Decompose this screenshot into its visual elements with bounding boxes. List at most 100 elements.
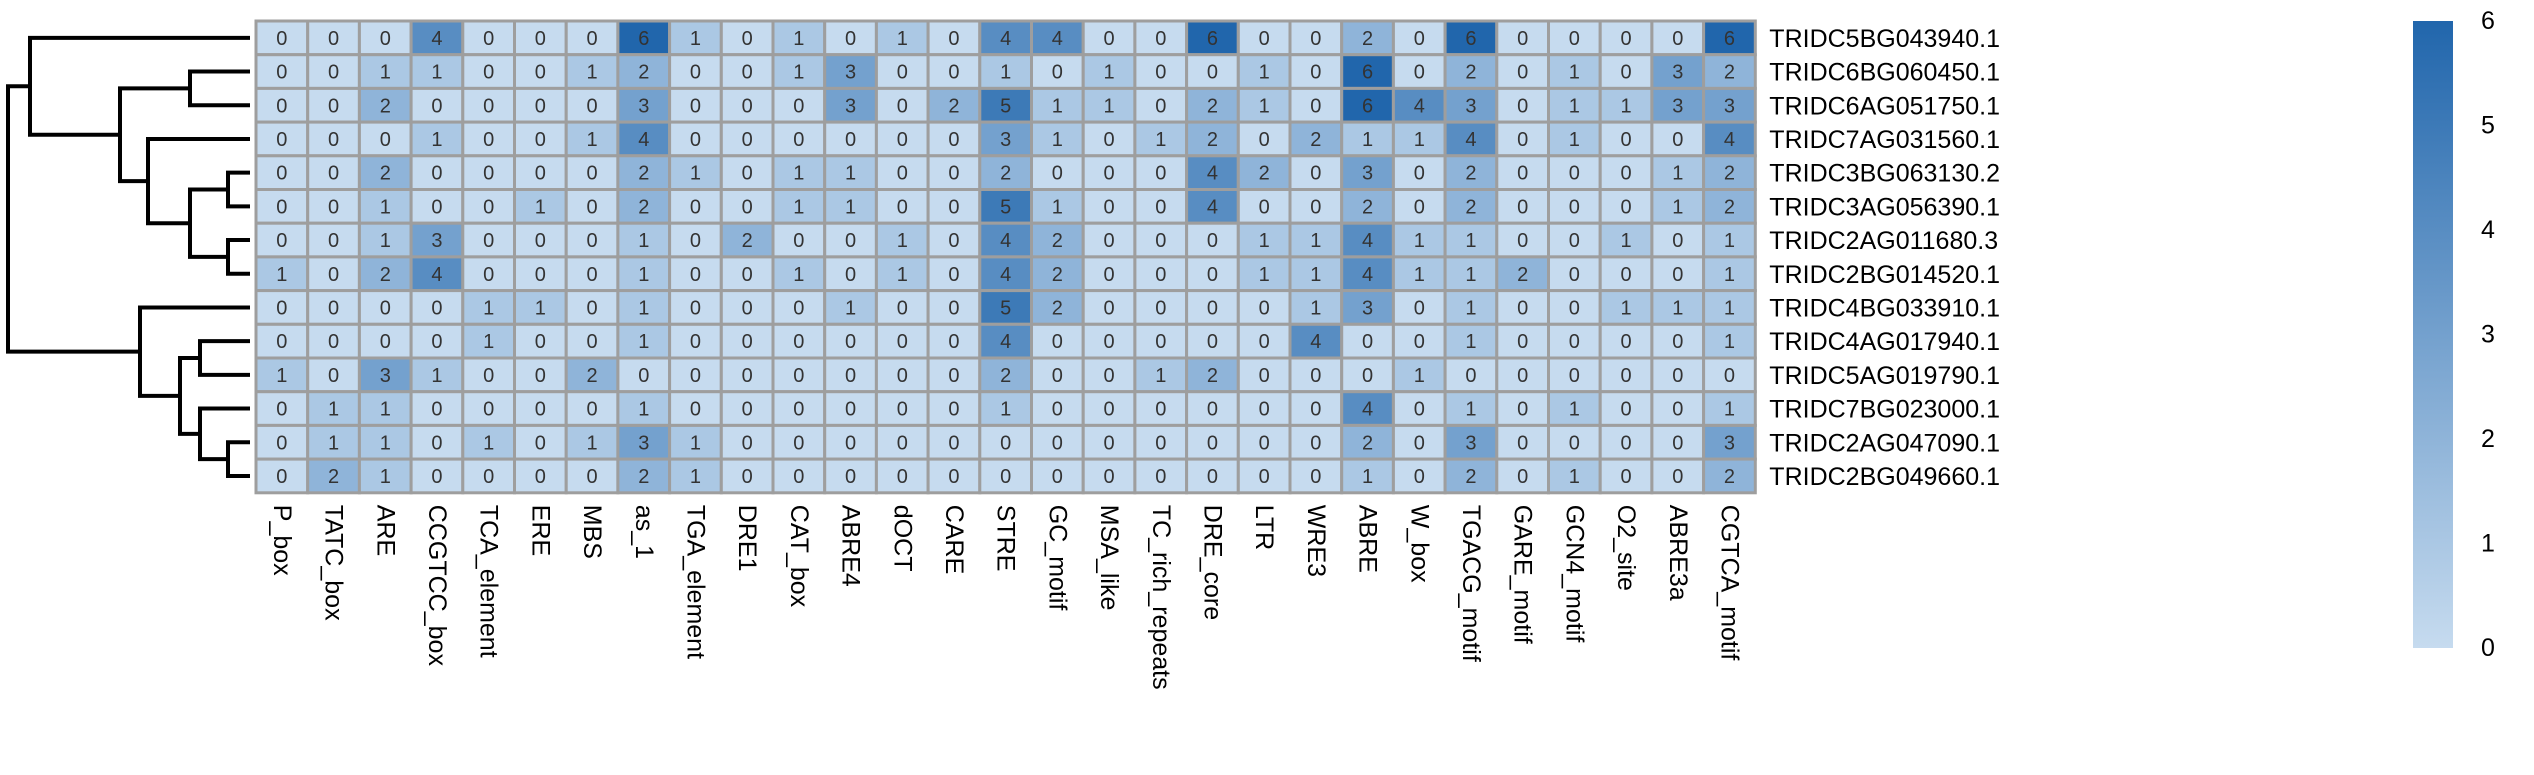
- cell-value-label: 1: [431, 129, 442, 151]
- cell-value-label: 5: [1000, 297, 1011, 319]
- cell-value-label: 0: [328, 196, 339, 218]
- cell-value-label: 0: [742, 28, 753, 50]
- cell-value-label: 0: [1155, 163, 1166, 185]
- heatmap-cell: [1547, 188, 1602, 225]
- cell-value-label: 0: [535, 399, 546, 421]
- legend-tick-label: 6: [2481, 7, 2495, 35]
- cell-value-label: 0: [1000, 466, 1011, 488]
- cell-value-label: 6: [1362, 95, 1373, 117]
- cell-value-label: 0: [1362, 365, 1373, 387]
- cell-value-label: 0: [690, 230, 701, 252]
- cell-value-label: 0: [1103, 297, 1114, 319]
- heatmap-cell: [254, 457, 310, 495]
- heatmap-cell: [254, 390, 310, 427]
- cell-value-label: 0: [948, 196, 959, 218]
- cell-value-label: 1: [1569, 62, 1580, 84]
- cell-value-label: 1: [690, 466, 701, 488]
- cell-value-label: 4: [638, 129, 649, 151]
- cell-value-label: 0: [690, 297, 701, 319]
- cell-value-label: 0: [1569, 331, 1580, 353]
- cell-value-label: 0: [1569, 432, 1580, 454]
- cell-value-label: 1: [1414, 264, 1425, 286]
- cell-value-label: 0: [948, 230, 959, 252]
- cell-value-label: 0: [1620, 466, 1631, 488]
- cell-value-label: 4: [1310, 331, 1321, 353]
- heatmap-cell: [1236, 255, 1292, 293]
- cell-value-label: 2: [328, 466, 339, 488]
- cell-value-label: 2: [1724, 196, 1735, 218]
- cell-value-label: 0: [431, 432, 442, 454]
- cell-value-label: 0: [1414, 399, 1425, 421]
- cell-value-label: 2: [380, 95, 391, 117]
- cell-value-label: 1: [276, 365, 287, 387]
- cell-value-label: 4: [1362, 230, 1373, 252]
- heatmap-cell: [1391, 322, 1447, 360]
- cell-value-label: 1: [690, 163, 701, 185]
- cell-value-label: 1: [1724, 297, 1735, 319]
- cell-value-label: 2: [1000, 365, 1011, 387]
- row-label: TRIDC6BG060450.1: [1769, 59, 2000, 87]
- heatmap-cell: [1598, 221, 1654, 259]
- cell-value-label: 0: [897, 129, 908, 151]
- heatmap-cell: [616, 356, 672, 394]
- heatmap-cell: [409, 457, 465, 495]
- heatmap-cell: [1288, 120, 1344, 158]
- cell-value-label: 2: [1310, 129, 1321, 151]
- heatmap-cell: [823, 188, 878, 225]
- cell-value-label: 3: [638, 432, 649, 454]
- row-label: TRIDC7AG031560.1: [1769, 126, 2000, 154]
- heatmap-cell: [1340, 289, 1395, 326]
- cell-value-label: 0: [1672, 365, 1683, 387]
- cell-value-label: 0: [1310, 365, 1321, 387]
- cell-value-label: 0: [431, 466, 442, 488]
- heatmap-cell: [254, 221, 310, 259]
- cell-value-label: 0: [1103, 466, 1114, 488]
- cell-value-label: 0: [328, 230, 339, 252]
- cell-value-label: 1: [793, 62, 804, 84]
- cell-value-label: 6: [1362, 62, 1373, 84]
- cell-value-label: 1: [380, 399, 391, 421]
- cell-value-label: 1: [1103, 95, 1114, 117]
- dendrogram-branch: [226, 238, 250, 276]
- cell-value-label: 0: [1620, 432, 1631, 454]
- cell-value-label: 1: [1259, 264, 1270, 286]
- cell-value-label: 0: [897, 331, 908, 353]
- cell-value-label: 2: [1724, 163, 1735, 185]
- cell-value-label: 3: [1362, 163, 1373, 185]
- cell-value-label: 0: [1155, 432, 1166, 454]
- cell-value-label: 5: [1000, 95, 1011, 117]
- cell-value-label: 0: [1724, 365, 1735, 387]
- row-label: TRIDC5BG043940.1: [1769, 25, 2000, 53]
- cell-value-label: 0: [1103, 365, 1114, 387]
- cell-value-label: 1: [586, 62, 597, 84]
- cell-value-label: 2: [1207, 365, 1218, 387]
- heatmap-cell: [874, 390, 930, 427]
- cell-value-label: 0: [948, 297, 959, 319]
- row-label: TRIDC3AG056390.1: [1769, 193, 2000, 221]
- legend-tick-label: 1: [2481, 530, 2495, 558]
- cell-value-label: 1: [690, 432, 701, 454]
- dendrogram-branch: [226, 170, 250, 209]
- cell-value-label: 0: [535, 28, 546, 50]
- cell-value-label: 0: [1052, 466, 1063, 488]
- cell-value-label: 0: [483, 196, 494, 218]
- cell-value-label: 0: [276, 196, 287, 218]
- heatmap-cell: [1340, 188, 1395, 225]
- heatmap-cell: [771, 221, 827, 259]
- cell-value-label: 0: [793, 365, 804, 387]
- cell-value-label: 2: [1465, 196, 1476, 218]
- heatmap-cell: [668, 53, 723, 90]
- cell-value-label: 4: [1465, 129, 1476, 151]
- cell-value-label: 2: [638, 466, 649, 488]
- cell-value-label: 0: [1310, 399, 1321, 421]
- heatmap-cell: [513, 289, 568, 326]
- cell-value-label: 0: [1672, 264, 1683, 286]
- cell-value-label: 1: [638, 399, 649, 421]
- row-label: TRIDC6AG051750.1: [1769, 92, 2000, 120]
- heatmap-cell: [409, 221, 465, 259]
- cell-value-label: 2: [638, 196, 649, 218]
- cell-value-label: 1: [793, 28, 804, 50]
- cell-value-label: 0: [1414, 163, 1425, 185]
- heatmap-cell: [357, 356, 413, 394]
- heatmap-cell: [1185, 120, 1240, 158]
